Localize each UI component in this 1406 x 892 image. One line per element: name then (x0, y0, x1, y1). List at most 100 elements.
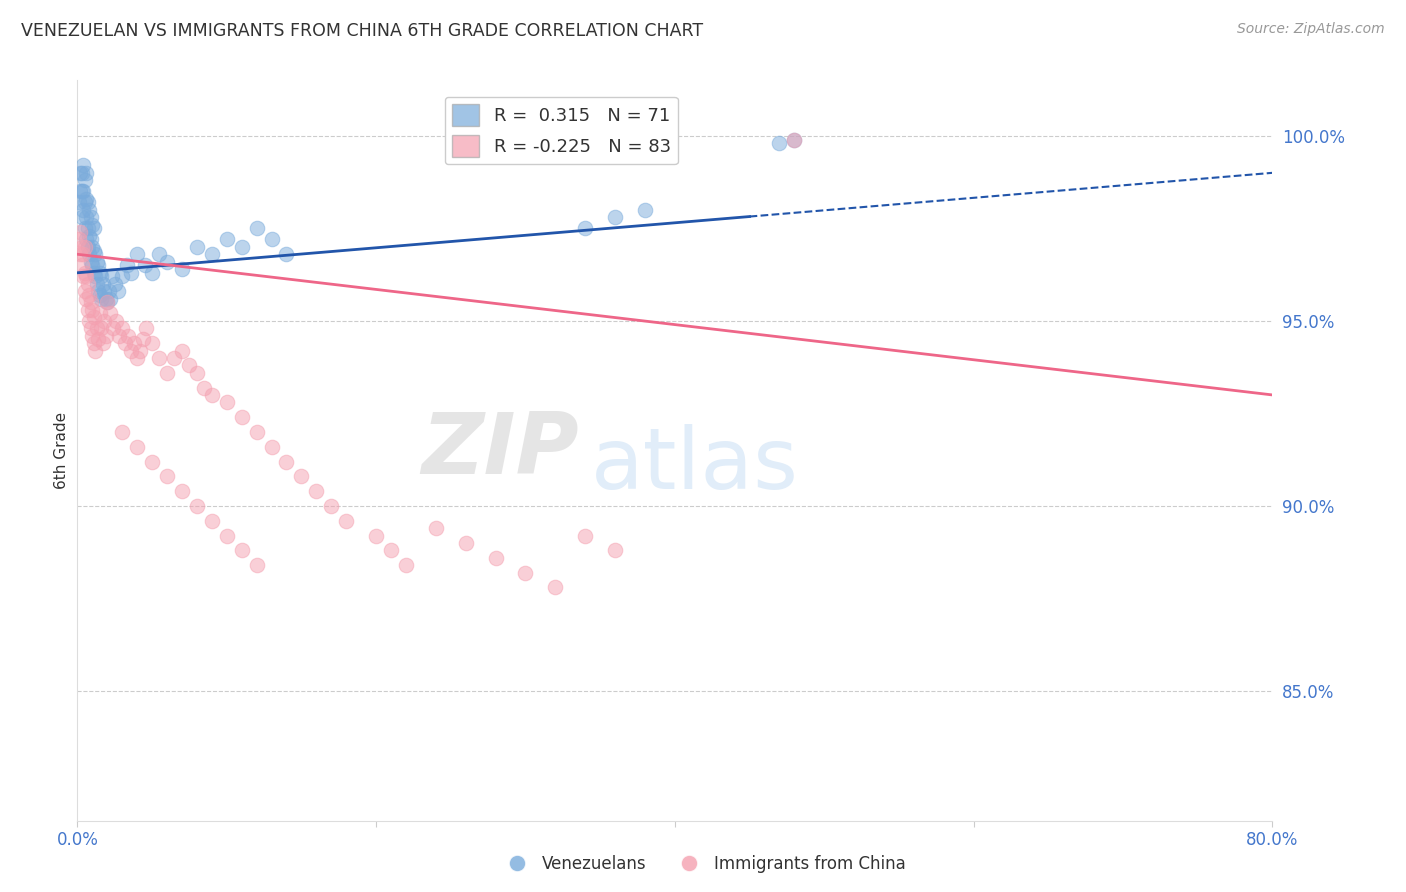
Point (83, 336, 105, 351)
Point (82, 328, 104, 343)
Point (69, 166, 91, 180)
Point (105, 314, 128, 328)
Point (276, 454, 298, 468)
Point (260, 440, 283, 454)
Point (79, 314, 101, 328)
Point (67, 232, 90, 246)
Point (87, 332, 110, 346)
Point (290, 469, 312, 483)
Point (86, 321, 108, 335)
Point (73, 285, 96, 299)
Point (111, 269, 134, 284)
Point (96, 295, 118, 310)
Point (86, 254, 108, 268)
Point (127, 351, 149, 365)
Point (100, 269, 122, 284)
Point (83, 221, 105, 235)
Point (75, 269, 97, 284)
Point (80, 232, 103, 246)
Point (75, 211, 97, 225)
Point (73, 221, 96, 235)
Point (80, 295, 103, 310)
Point (72, 247, 94, 261)
Point (82, 258, 104, 272)
Point (605, 543, 627, 558)
Point (94, 328, 117, 343)
Point (72, 184, 94, 198)
Point (163, 351, 186, 365)
Point (80, 321, 103, 335)
Point (515, 566, 537, 580)
Point (96, 295, 118, 310)
Point (69, 184, 91, 198)
Point (76, 221, 98, 235)
Text: ZIP: ZIP (422, 409, 579, 492)
Point (120, 266, 142, 280)
Point (141, 266, 163, 280)
Point (89, 288, 111, 302)
Point (84, 247, 107, 261)
Point (76, 302, 98, 317)
Point (87, 258, 110, 272)
Point (107, 285, 129, 299)
Point (72, 202, 94, 217)
Point (117, 328, 139, 343)
Point (231, 543, 253, 558)
Point (114, 336, 136, 351)
Point (135, 321, 157, 335)
Point (69, 225, 91, 239)
Point (73, 195, 96, 210)
Point (544, 581, 567, 595)
Point (783, 132, 806, 146)
Point (72, 158, 94, 172)
Point (156, 366, 179, 380)
Point (231, 410, 253, 425)
Point (73, 173, 96, 187)
Point (82, 240, 104, 254)
Point (148, 247, 170, 261)
Point (201, 247, 224, 261)
Point (115, 258, 138, 272)
Point (201, 388, 224, 402)
Point (75, 192, 97, 206)
Point (574, 221, 596, 235)
Text: atlas: atlas (592, 424, 799, 507)
Point (132, 332, 155, 346)
Point (454, 536, 477, 550)
Point (76, 277, 98, 291)
Point (72, 269, 94, 284)
Point (134, 258, 156, 272)
Point (84, 343, 107, 358)
Point (89, 266, 111, 280)
Point (111, 425, 134, 439)
Point (395, 558, 418, 573)
Point (634, 202, 657, 217)
Point (83, 244, 105, 258)
Point (98, 306, 121, 320)
Point (141, 336, 163, 351)
Point (70, 240, 93, 254)
Point (73, 240, 96, 254)
Point (156, 254, 179, 268)
Point (276, 247, 298, 261)
Point (246, 425, 269, 439)
Point (82, 218, 104, 232)
Point (783, 132, 806, 146)
Point (605, 211, 627, 225)
Point (76, 195, 98, 210)
Point (86, 277, 108, 291)
Point (127, 440, 149, 454)
Point (305, 484, 328, 499)
Point (186, 366, 208, 380)
Point (366, 528, 388, 542)
Point (129, 343, 152, 358)
Point (170, 262, 193, 277)
Point (193, 380, 215, 394)
Point (79, 288, 101, 302)
Point (231, 240, 253, 254)
Point (122, 336, 145, 351)
Point (156, 469, 179, 483)
Point (93, 314, 115, 328)
Point (70, 184, 93, 198)
Point (108, 328, 131, 343)
